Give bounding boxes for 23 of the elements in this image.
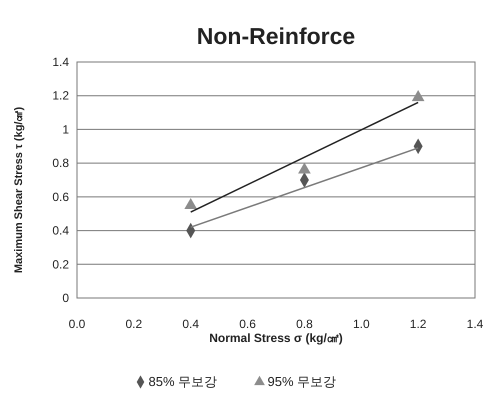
- x-tick-label: 1.4: [466, 317, 484, 331]
- y-axis-title: Maximum Shear Stress τ (kg/㎠): [13, 106, 25, 274]
- x-tick-label: 0.0: [68, 317, 86, 331]
- x-tick-label: 1.2: [410, 317, 427, 331]
- point: [298, 162, 311, 174]
- x-tick-label: 0.4: [182, 317, 200, 331]
- x-tick-label: 1.0: [352, 317, 370, 331]
- y-tick-label: 0: [62, 291, 70, 305]
- legend-label: 95% 무보강: [268, 374, 336, 389]
- y-tick-label: 1.2: [52, 88, 70, 103]
- y-tick-label: 0.8: [52, 156, 70, 170]
- chart-title: Non-Reinforce: [196, 23, 356, 49]
- y-tick-label: 0.2: [52, 257, 70, 272]
- x-tick-label: 0.2: [126, 317, 143, 331]
- y-tick-label: 1: [62, 122, 70, 136]
- point: [412, 90, 424, 102]
- legend-label: 85% 무보강: [148, 374, 218, 389]
- y-tick-label: 0.6: [52, 190, 70, 204]
- x-tick-label: 0.6: [239, 317, 256, 331]
- x-tick-label: 0.8: [296, 317, 314, 331]
- y-tick-label: 1.4: [52, 55, 70, 69]
- x-axis-title: Normal Stress σ (kg/㎠): [209, 331, 343, 345]
- y-tick-label: 0.4: [52, 224, 70, 238]
